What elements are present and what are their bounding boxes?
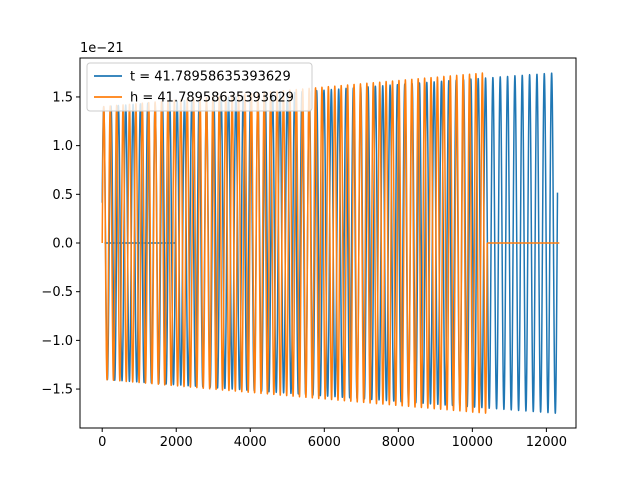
y-tick-label: 0.0 bbox=[52, 237, 73, 252]
x-tick-label: 8000 bbox=[382, 435, 415, 450]
x-tick-label: 12000 bbox=[526, 435, 567, 450]
series-h bbox=[101, 72, 560, 414]
legend-box bbox=[86, 62, 313, 112]
y-tick-label: 1.0 bbox=[52, 139, 73, 154]
legend: t = 41.78958635393629 h = 41.78958635393… bbox=[86, 62, 313, 112]
series-layer bbox=[101, 72, 560, 414]
y-tick-label: 0.5 bbox=[52, 188, 73, 203]
x-axis: 0 2000 4000 6000 8000 10000 12000 bbox=[98, 428, 567, 450]
y-tick-label: −1.5 bbox=[41, 383, 73, 398]
y-axis: −1.5 −1.0 −0.5 0.0 0.5 1.0 1.5 bbox=[41, 90, 80, 398]
x-tick-label: 6000 bbox=[308, 435, 341, 450]
x-tick-label: 2000 bbox=[160, 435, 193, 450]
y-tick-label: −0.5 bbox=[41, 285, 73, 300]
y-tick-label: 1.5 bbox=[52, 90, 73, 105]
x-tick-label: 10000 bbox=[452, 435, 493, 450]
y-offset-label: 1e−21 bbox=[80, 41, 124, 56]
y-tick-label: −1.0 bbox=[41, 334, 73, 349]
legend-label-t: t = 41.78958635393629 bbox=[130, 70, 291, 85]
series-line-oscillation bbox=[101, 72, 488, 414]
legend-label-h: h = 41.78958635393629 bbox=[130, 91, 294, 106]
x-tick-label: 4000 bbox=[234, 435, 267, 450]
x-tick-label: 0 bbox=[98, 435, 106, 450]
